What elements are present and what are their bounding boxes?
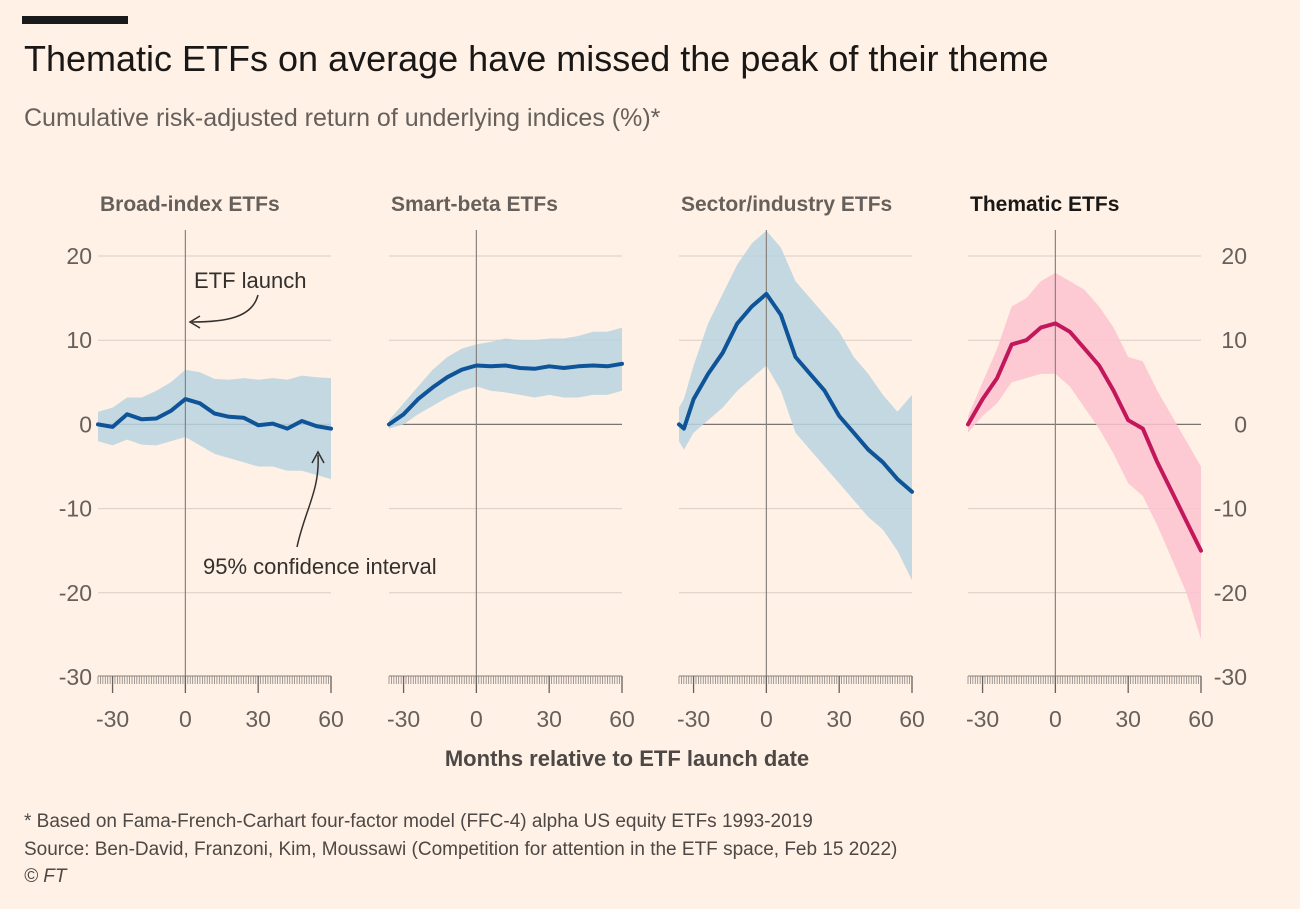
copyright: © FT: [24, 866, 67, 887]
x-tick-label: -30: [96, 706, 129, 732]
x-tick-label: 30: [826, 706, 852, 732]
confidence-band: [98, 369, 331, 480]
x-tick-label: 0: [179, 706, 192, 732]
footnote: * Based on Fama-French-Carhart four-fact…: [24, 811, 813, 832]
x-tick-label: -30: [677, 706, 710, 732]
x-tick-label: 30: [245, 706, 271, 732]
annotation-arrow-ci: [296, 454, 319, 548]
y-tick-label-left: -30: [59, 664, 92, 690]
x-axis-label: Months relative to ETF launch date: [445, 746, 809, 771]
x-tick-label: 0: [470, 706, 483, 732]
ft-top-rule: [22, 16, 128, 24]
series-line: [387, 361, 624, 427]
annotation-confidence-interval: 95% confidence interval: [203, 554, 437, 579]
x-tick-label: 0: [1049, 706, 1062, 732]
x-tick-label: 0: [760, 706, 773, 732]
y-tick-label-right: -20: [1214, 580, 1247, 606]
source-note: Source: Ben-David, Franzoni, Kim, Moussa…: [24, 839, 898, 860]
x-tick-label: 60: [318, 706, 344, 732]
chart-subtitle: Cumulative risk-adjusted return of under…: [24, 104, 661, 132]
annotation-arrow: [191, 294, 259, 323]
annotation-arrowhead: [188, 315, 201, 329]
panel-title: Thematic ETFs: [970, 193, 1119, 216]
y-tick-label-left: 20: [66, 243, 92, 269]
x-tick-label: 30: [536, 706, 562, 732]
panel-title: Smart-beta ETFs: [391, 193, 558, 216]
x-tick-label: 60: [899, 706, 925, 732]
confidence-band: [679, 230, 912, 581]
series-line: [96, 397, 333, 431]
chart-title: Thematic ETFs on average have missed the…: [24, 38, 1049, 79]
y-tick-label-right: 0: [1234, 411, 1247, 437]
annotation-etf-launch: ETF launch: [194, 268, 307, 293]
y-tick-label-left: -20: [59, 580, 92, 606]
chart-panel-3: -30 0 30 60 Sector/industry ETFs: [677, 193, 925, 732]
y-tick-label-right: 10: [1221, 327, 1247, 353]
y-tick-label-left: -10: [59, 496, 92, 522]
y-tick-label-left: 10: [66, 327, 92, 353]
y-tick-label-right: -30: [1214, 664, 1247, 690]
confidence-band: [389, 327, 622, 429]
confidence-band: [968, 272, 1201, 640]
panel-title: Broad-index ETFs: [100, 193, 280, 216]
x-tick-label: 30: [1115, 706, 1141, 732]
series-line: [966, 321, 1203, 553]
panel-title: Sector/industry ETFs: [681, 193, 892, 216]
x-tick-label: -30: [387, 706, 420, 732]
x-tick-label: 60: [1188, 706, 1214, 732]
series-line: [677, 291, 914, 494]
chart-panel-4: -30 0 30 60 Thematic ETFs: [966, 193, 1214, 732]
y-tick-label-left: 0: [79, 411, 92, 437]
y-tick-label-right: 20: [1221, 243, 1247, 269]
x-tick-label: 60: [609, 706, 635, 732]
chart-panel-2: -30 0 30 60 Smart-beta ETFs: [387, 193, 635, 732]
chart-panel-1: -30 0 30 60 Broad-index ETFs: [96, 193, 344, 732]
x-tick-label: -30: [966, 706, 999, 732]
annotation-arrowhead-ci: [311, 450, 325, 464]
y-tick-label-right: -10: [1214, 496, 1247, 522]
